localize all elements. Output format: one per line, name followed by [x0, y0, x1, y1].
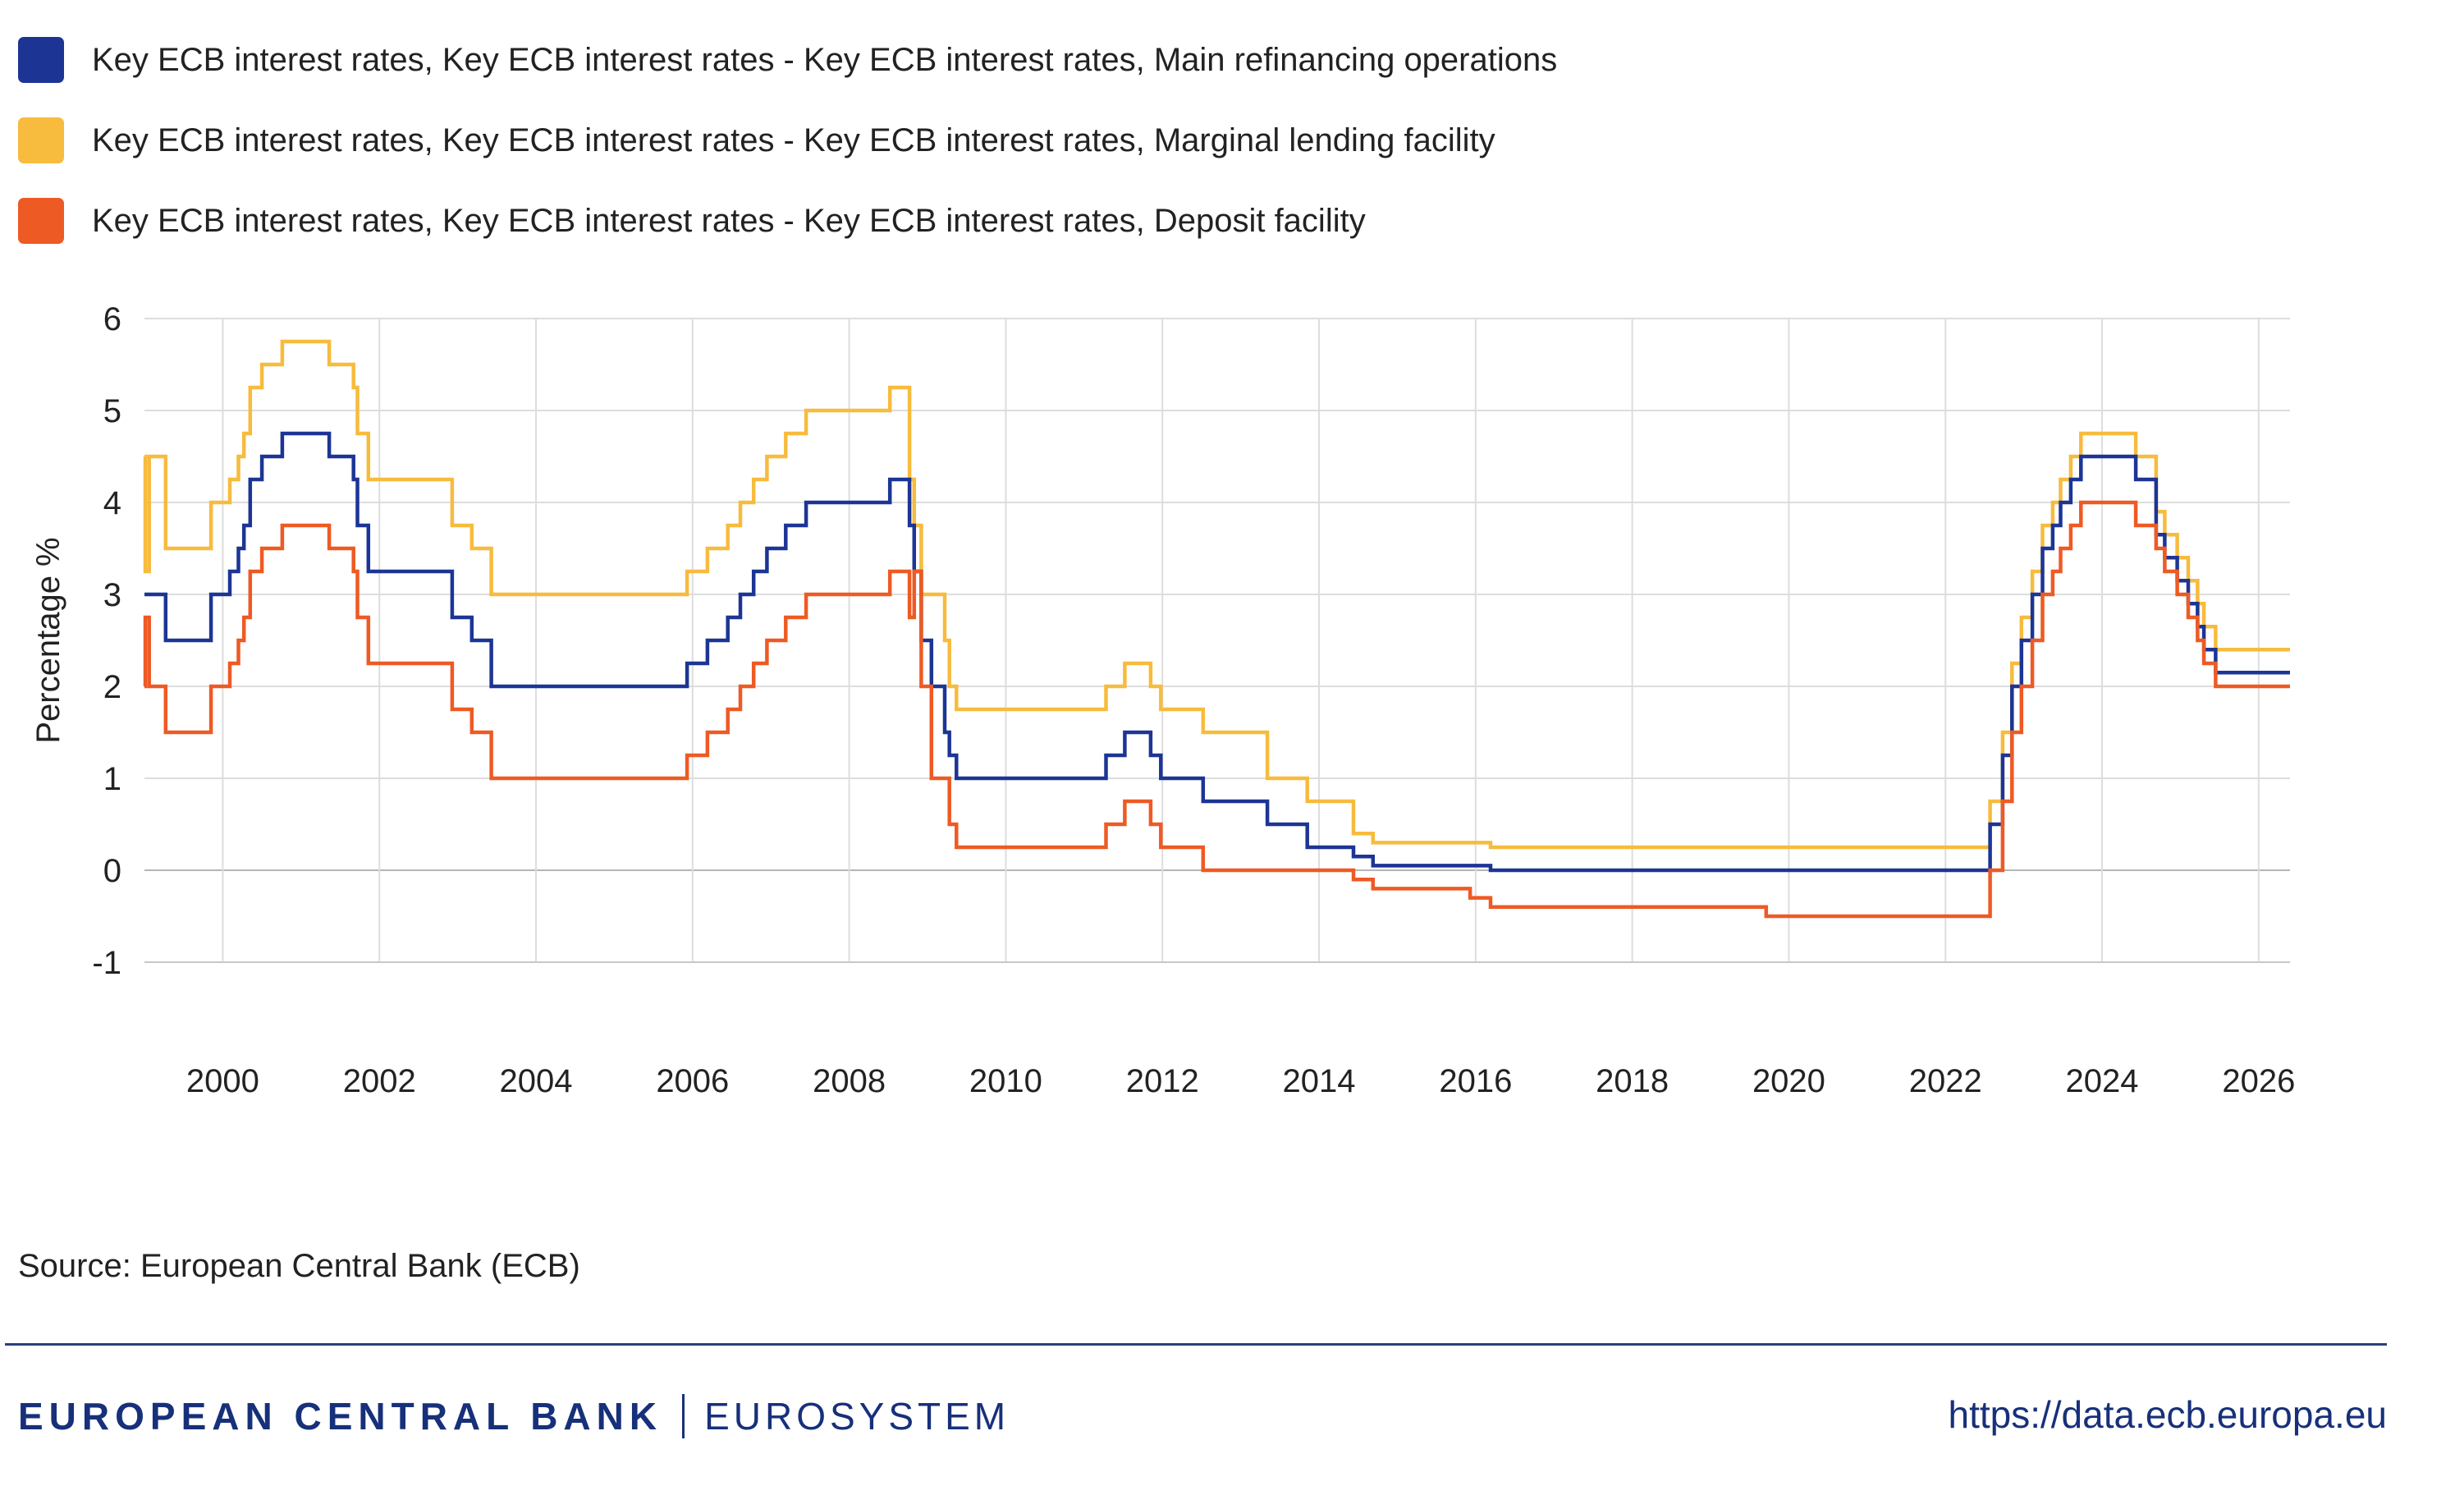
x-tick-label: 2006 — [656, 1063, 729, 1099]
ecb-logo[interactable]: EUROPEAN CENTRAL BANK EUROSYSTEM — [18, 1394, 1010, 1438]
y-tick-label: 0 — [103, 853, 121, 889]
legend-item-deposit-facility[interactable]: Key ECB interest rates, Key ECB interest… — [18, 181, 1906, 261]
x-tick-label: 2014 — [1283, 1063, 1356, 1099]
series-main-refinancing[interactable] — [144, 431, 2290, 873]
source-note: Source: European Central Bank (ECB) — [18, 1248, 580, 1284]
x-tick-label: 2004 — [500, 1063, 573, 1099]
x-tick-label: 2026 — [2222, 1063, 2295, 1099]
y-tick-label: 4 — [103, 485, 121, 521]
series-deposit-facility[interactable] — [143, 500, 2290, 919]
legend-item-main-refinancing[interactable]: Key ECB interest rates, Key ECB interest… — [18, 20, 1906, 100]
grid — [144, 318, 2290, 963]
x-tick-label: 2020 — [1752, 1063, 1825, 1099]
x-tick-label: 2000 — [186, 1063, 259, 1099]
legend-swatch — [18, 198, 64, 244]
series-lines — [143, 339, 2290, 919]
x-tick-label: 2010 — [969, 1063, 1042, 1099]
line-chart: -1 0 1 2 3 4 5 6 2000 2002 2004 2006 2008 2010 2012 201… — [30, 301, 2295, 1099]
legend-item-marginal-lending[interactable]: Key ECB interest rates, Key ECB interest… — [18, 100, 1906, 181]
y-tick-label: 2 — [103, 669, 121, 705]
x-tick-label: 2008 — [813, 1063, 886, 1099]
y-tick-label: 5 — [103, 393, 121, 429]
y-tick-label: 3 — [103, 577, 121, 613]
data-portal-link[interactable]: https://data.ecb.europa.eu — [1948, 1393, 2387, 1436]
system-name: EUROSYSTEM — [704, 1395, 1010, 1438]
legend-label: Key ECB interest rates, Key ECB interest… — [92, 41, 1558, 78]
axes: -1 0 1 2 3 4 5 6 2000 2002 2004 2006 2008 2010 2012 201… — [92, 301, 2295, 1099]
footer-divider — [5, 1343, 2387, 1346]
x-tick-label: 2016 — [1439, 1063, 1512, 1099]
bank-name: EUROPEAN CENTRAL BANK — [18, 1395, 663, 1438]
y-tick-label: -1 — [92, 945, 121, 981]
legend: Key ECB interest rates, Key ECB interest… — [18, 20, 1906, 261]
x-tick-label: 2024 — [2066, 1063, 2139, 1099]
logo-separator — [682, 1394, 685, 1438]
y-axis-title: Percentage % — [30, 537, 66, 743]
legend-swatch — [18, 117, 64, 163]
x-tick-label: 2022 — [1909, 1063, 1982, 1099]
x-tick-label: 2012 — [1126, 1063, 1199, 1099]
legend-label: Key ECB interest rates, Key ECB interest… — [92, 122, 1495, 158]
y-tick-label: 6 — [103, 301, 121, 337]
y-tick-label: 1 — [103, 761, 121, 797]
legend-swatch — [18, 37, 64, 83]
x-tick-label: 2018 — [1596, 1063, 1669, 1099]
series-marginal-lending[interactable] — [143, 339, 2290, 850]
legend-label: Key ECB interest rates, Key ECB interest… — [92, 202, 1366, 239]
x-tick-label: 2002 — [343, 1063, 416, 1099]
